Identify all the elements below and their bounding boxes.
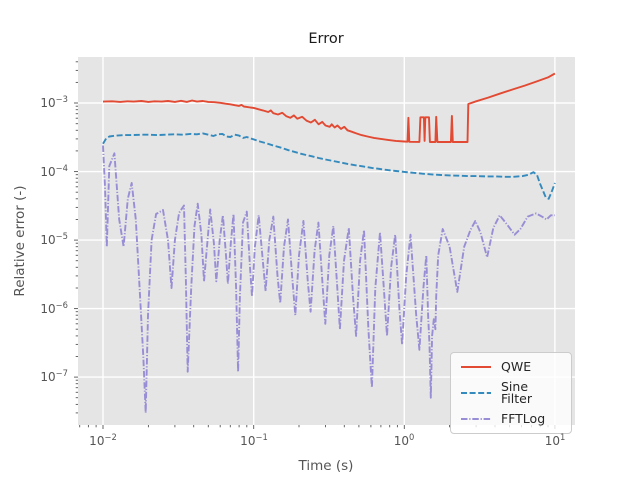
x-tick-label: 10−1 (240, 432, 268, 448)
legend-line-sample-sine-filter (461, 392, 491, 394)
y-tick-label: 10−6 (40, 300, 68, 317)
series-line-qwe (102, 72, 556, 143)
x-tick-label: 100 (393, 432, 415, 448)
chart-title: Error (308, 31, 344, 47)
x-tick-label: 10−2 (89, 432, 117, 448)
legend-entry-qwe: QWE (460, 359, 562, 374)
legend: QWE Sine Filter FFTLog (450, 352, 572, 434)
y-tick-label: 10−3 (40, 94, 68, 111)
legend-line-sample-fftlog (461, 417, 491, 420)
gridlines (78, 57, 575, 425)
y-tick-label: 10−4 (40, 163, 68, 180)
series-line-fftlog (102, 145, 555, 414)
y-tick-label: 10−5 (40, 231, 68, 248)
x-axis-label: Time (s) (298, 458, 354, 474)
legend-label-sine-filter: Sine Filter (501, 378, 532, 406)
y-tick-label: 10−7 (40, 368, 68, 385)
legend-label-qwe: QWE (501, 359, 532, 374)
x-tick-label: 101 (544, 432, 566, 448)
legend-entry-fftlog: FFTLog (460, 410, 562, 426)
series-line-sine-filter (102, 132, 556, 200)
legend-entry-sine-filter: Sine Filter (460, 378, 562, 406)
legend-label-fftlog: FFTLog (501, 410, 546, 426)
legend-line-sample-qwe (461, 366, 491, 369)
